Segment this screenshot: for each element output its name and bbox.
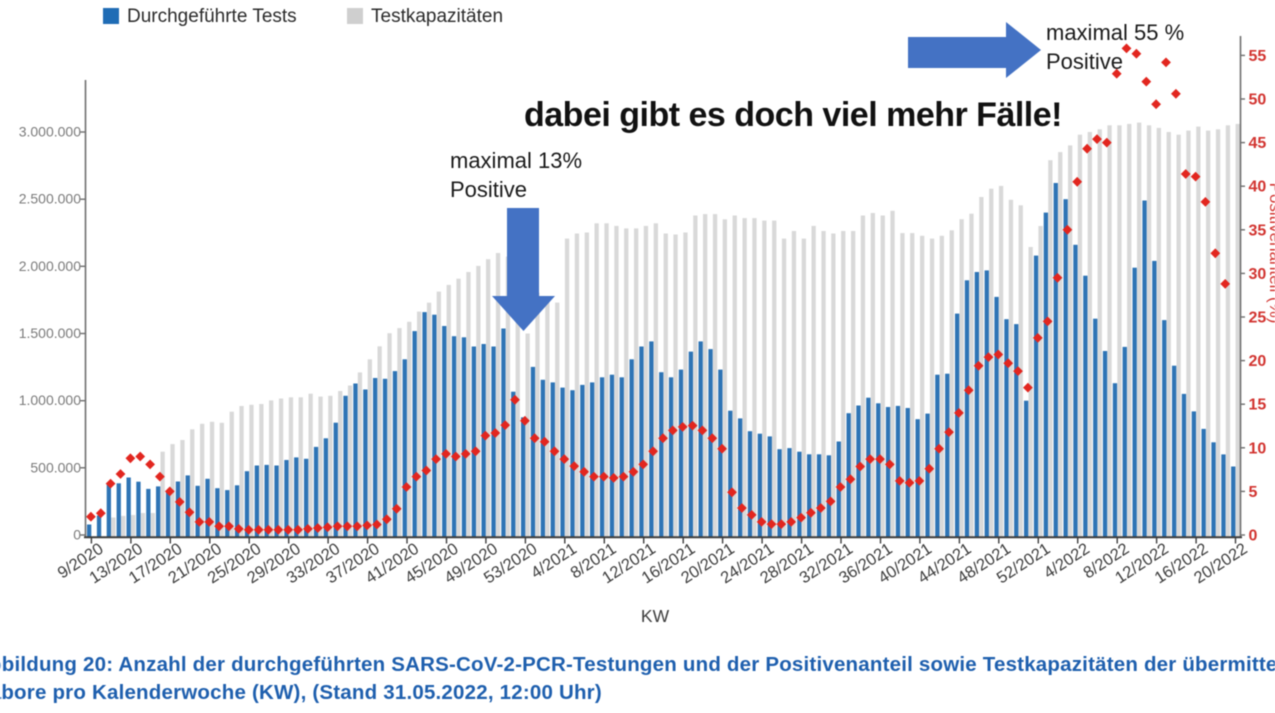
svg-text:2.500.000: 2.500.000 (19, 191, 81, 207)
svg-text:20: 20 (1249, 353, 1267, 370)
svg-text:30: 30 (1249, 266, 1267, 283)
svg-text:Labore pro Kalenderwoche (KW),: Labore pro Kalenderwoche (KW), (Stand 31… (0, 681, 602, 704)
svg-text:3.000.000: 3.000.000 (19, 124, 81, 140)
svg-text:Positivenanteil (%): Positivenanteil (%) (1266, 183, 1275, 324)
svg-text:dabei gibt es doch viel mehr F: dabei gibt es doch viel mehr Fälle! (524, 96, 1062, 134)
svg-text:50: 50 (1249, 92, 1267, 109)
svg-text:35: 35 (1249, 222, 1267, 239)
svg-text:55: 55 (1249, 48, 1267, 65)
svg-text:Positive: Positive (1046, 49, 1123, 74)
svg-text:45: 45 (1249, 135, 1267, 152)
svg-text:500.000: 500.000 (30, 459, 81, 475)
svg-text:10: 10 (1249, 440, 1267, 457)
svg-text:1.000.000: 1.000.000 (19, 392, 81, 408)
svg-text:Durchgeführte Tests: Durchgeführte Tests (127, 6, 297, 27)
svg-text:15: 15 (1249, 397, 1267, 414)
svg-text:0: 0 (73, 527, 81, 543)
svg-text:maximal 13%: maximal 13% (450, 148, 582, 173)
svg-text:maximal 55 %: maximal 55 % (1046, 20, 1184, 45)
svg-text:2.000.000: 2.000.000 (19, 258, 81, 274)
svg-text:25: 25 (1249, 310, 1267, 327)
svg-text:5: 5 (1249, 484, 1258, 501)
svg-text:0: 0 (1249, 528, 1258, 545)
svg-text:Abbildung 20: Anzahl der durch: Abbildung 20: Anzahl der durchgeführten … (0, 653, 1275, 676)
svg-text:Positive: Positive (450, 177, 527, 202)
svg-text:Testkapazitäten: Testkapazitäten (371, 6, 503, 27)
svg-text:KW: KW (641, 606, 670, 626)
svg-text:1.500.000: 1.500.000 (19, 325, 81, 341)
svg-text:40: 40 (1249, 179, 1267, 196)
